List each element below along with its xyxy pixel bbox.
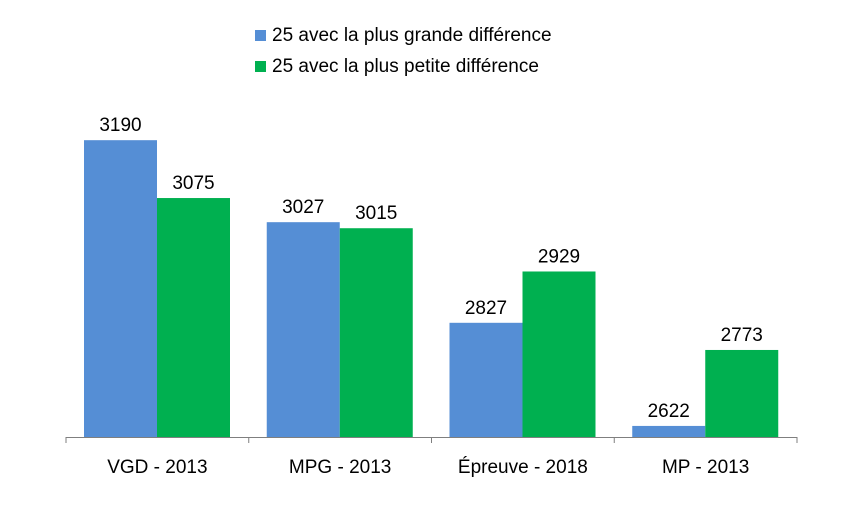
legend-swatch-series-2 [255,61,266,72]
bar-series-2-cat-2 [339,228,413,437]
data-label-series-2-cat-1: 3075 [172,173,214,194]
legend-item-series-2: 25 avec la plus petite différence [255,51,552,82]
legend-label-series-2: 25 avec la plus petite différence [272,55,539,77]
bar-series-1-cat-4 [632,425,706,437]
data-label-series-1-cat-4: 2622 [648,401,690,422]
legend-item-series-1: 25 avec la plus grande différence [255,20,552,51]
bar-series-1-cat-1 [84,140,157,437]
data-label-series-2-cat-3: 2929 [538,246,580,267]
data-label-series-1-cat-3: 2827 [465,298,507,319]
bar-series-2-cat-4 [705,349,779,437]
bar-series-1-cat-2 [266,222,340,437]
legend-swatch-series-1 [255,30,266,41]
x-tick-label-2: MPG - 2013 [289,457,391,478]
data-label-series-2-cat-4: 2773 [721,325,763,346]
x-tick-label-4: MP - 2013 [662,457,749,478]
legend-label-series-1: 25 avec la plus grande différence [272,24,552,46]
data-label-series-1-cat-2: 3027 [282,197,324,218]
x-tick-label-3: Épreuve - 2018 [458,457,588,478]
bar-series-2-cat-1 [157,198,230,437]
bar-series-2-cat-3 [522,271,596,437]
x-tick-label-1: VGD - 2013 [107,457,207,478]
bar-series-1-cat-3 [449,322,523,437]
chart-legend: 25 avec la plus grande différence 25 ave… [255,20,552,82]
data-label-series-1-cat-1: 3190 [99,115,141,136]
data-label-series-2-cat-2: 3015 [355,203,397,224]
